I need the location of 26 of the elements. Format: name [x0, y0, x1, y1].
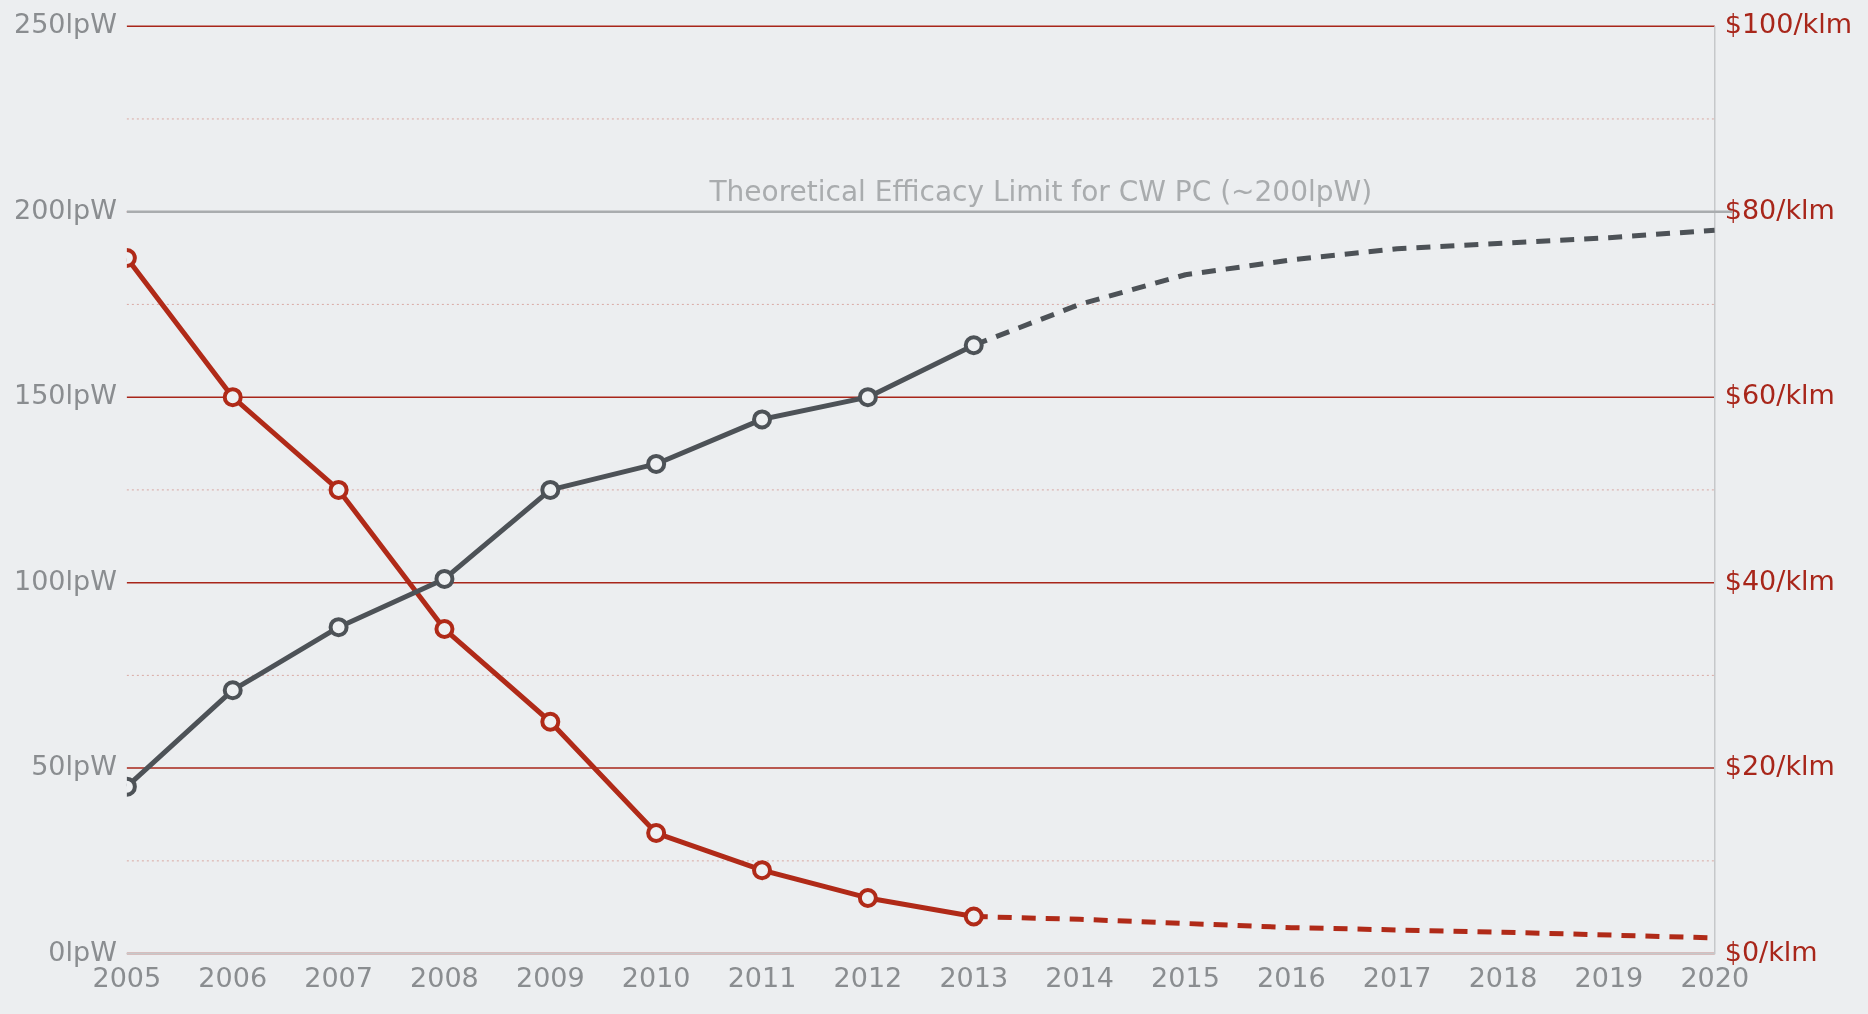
y2-tick-label: $20/klm — [1724, 750, 1835, 782]
y2-tick-label: $80/klm — [1724, 193, 1835, 225]
x-tick-label: 2006 — [198, 961, 268, 993]
x-tick-label: 2017 — [1362, 961, 1432, 993]
ref-line-label: Theoretical Efficacy Limit for CW PC (~200lpW) — [708, 174, 1373, 208]
x-tick-label: 2016 — [1256, 961, 1326, 993]
y-tick-label: 150lpW — [14, 379, 117, 411]
x-tick-label: 2019 — [1574, 961, 1644, 993]
y2-tick-label: $100/klm — [1724, 8, 1852, 40]
x-tick-label: 2007 — [304, 961, 373, 993]
y-tick-label: 50lpW — [31, 750, 117, 782]
x-tick-label: 2014 — [1045, 961, 1114, 993]
x-tick-label: 2012 — [833, 961, 903, 993]
y-tick-label: 200lpW — [14, 193, 117, 225]
y2-tick-label: $60/klm — [1724, 379, 1835, 411]
y2-tick-label: $0/klm — [1724, 935, 1818, 967]
y2-tick-label: $40/klm — [1724, 564, 1835, 596]
x-tick-label: 2015 — [1151, 961, 1220, 993]
x-tick-label: 2008 — [410, 961, 479, 993]
x-tick-label: 2018 — [1468, 961, 1538, 993]
x-tick-label: 2010 — [621, 961, 691, 993]
x-tick-label: 2009 — [515, 961, 585, 993]
x-tick-label: 2013 — [939, 961, 1009, 993]
x-tick-label: 2011 — [727, 961, 797, 993]
y-tick-label: 250lpW — [14, 8, 117, 40]
y-tick-label: 100lpW — [14, 564, 117, 596]
